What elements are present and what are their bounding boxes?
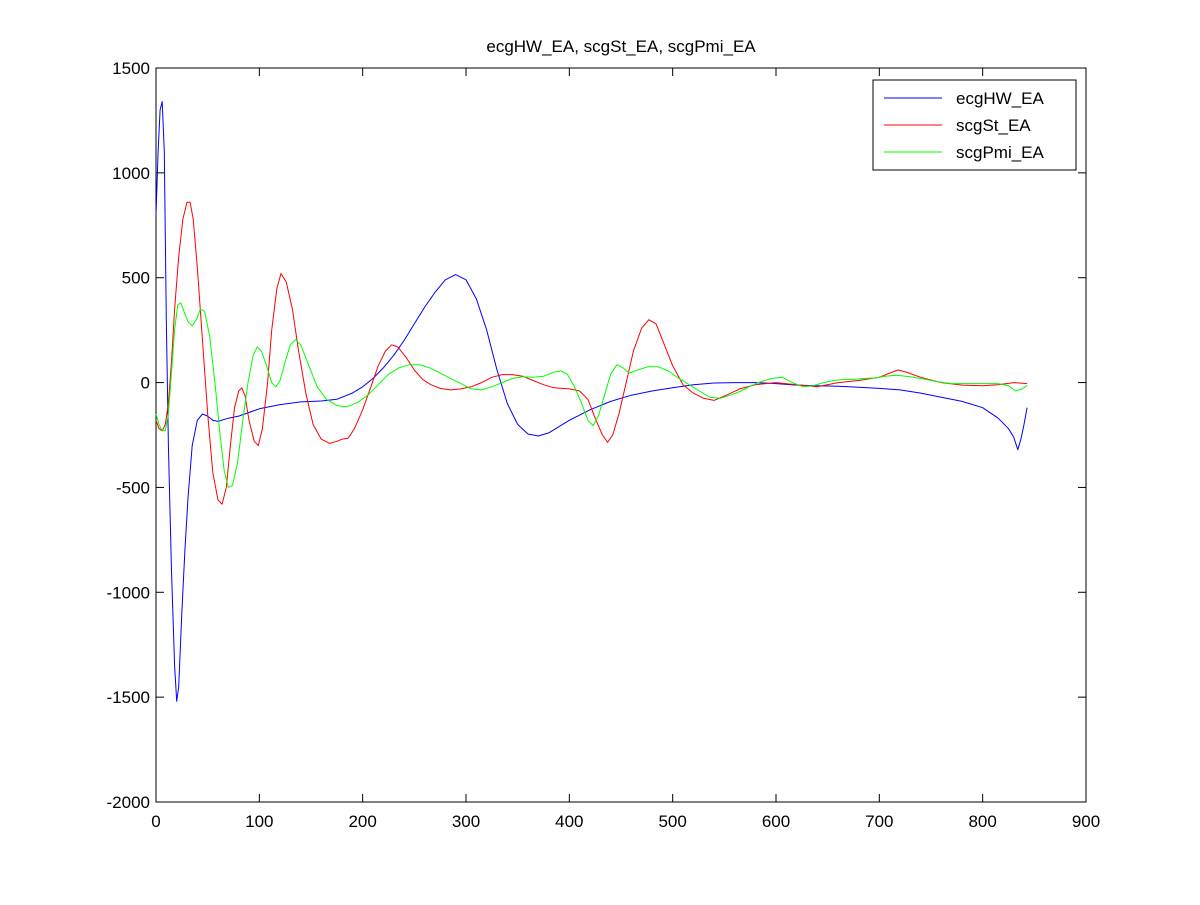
y-tick-label: 1000: [112, 164, 150, 183]
y-tick-label: 0: [141, 374, 150, 393]
y-tick-label: 1500: [112, 59, 150, 78]
y-tick-label: 500: [122, 269, 150, 288]
series-line-scgpmi-ea: [155, 302, 1028, 488]
x-tick-label: 500: [658, 812, 686, 831]
chart-title: ecgHW_EA, scgSt_EA, scgPmi_EA: [486, 37, 756, 56]
legend: ecgHW_EA scgSt_EA scgPmi_EA: [872, 79, 1077, 171]
x-tick-label: 400: [555, 812, 583, 831]
axis-ticks: [155, 67, 1087, 803]
y-tick-labels: -2000 -1500 -1000 -500 0 500 1000 1500: [107, 59, 150, 812]
y-tick-label: -500: [116, 478, 150, 497]
x-tick-label: 900: [1072, 812, 1100, 831]
x-tick-label: 600: [762, 812, 790, 831]
legend-label-scgst-ea: scgSt_EA: [956, 116, 1031, 135]
legend-label-scgpmi-ea: scgPmi_EA: [956, 143, 1045, 162]
x-tick-label: 300: [452, 812, 480, 831]
series-group: [155, 101, 1028, 702]
series-line-ecghw-ea: [155, 101, 1028, 702]
x-tick-label: 100: [245, 812, 273, 831]
x-tick-label: 700: [865, 812, 893, 831]
y-tick-label: -2000: [107, 793, 150, 812]
x-tick-label: 0: [151, 812, 160, 831]
x-tick-labels: 0 100 200 300 400 500 600 700 800 900: [151, 812, 1100, 831]
x-tick-label: 200: [348, 812, 376, 831]
series-line-scgst-ea: [155, 201, 1028, 505]
y-tick-label: -1500: [107, 688, 150, 707]
y-tick-label: -1000: [107, 583, 150, 602]
x-tick-label: 800: [968, 812, 996, 831]
legend-label-ecghw-ea: ecgHW_EA: [956, 89, 1045, 108]
plot-area: [155, 67, 1087, 803]
